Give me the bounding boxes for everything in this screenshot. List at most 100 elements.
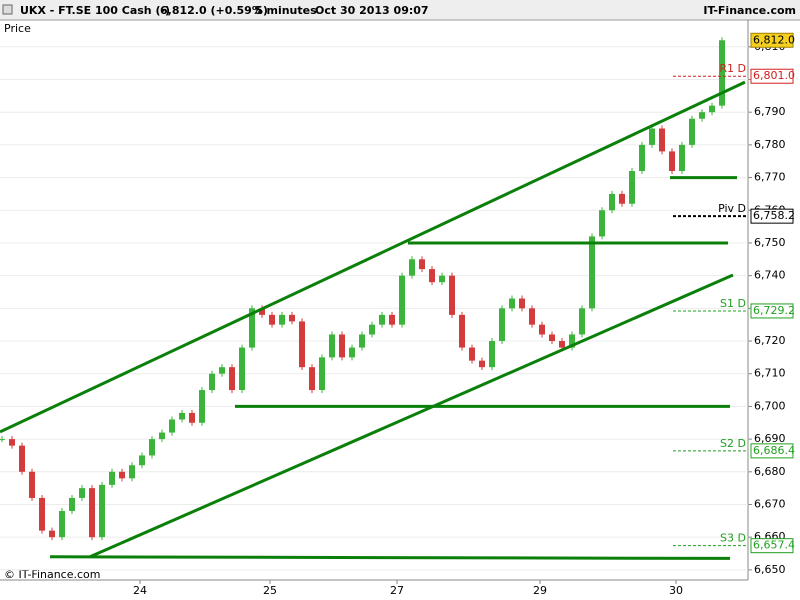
- candle: [199, 390, 205, 423]
- candle: [709, 105, 715, 113]
- candle: [439, 275, 445, 283]
- candle: [209, 373, 215, 391]
- candle: [719, 40, 725, 106]
- candle: [319, 357, 325, 391]
- candle: [529, 308, 535, 325]
- candle: [679, 144, 685, 172]
- candle: [79, 488, 85, 498]
- candle: [249, 308, 255, 348]
- candle: [159, 432, 165, 440]
- copyright: © IT-Finance.com: [4, 568, 101, 581]
- y-tick-label: 6,690: [754, 432, 786, 445]
- candle: [149, 439, 155, 456]
- pivot-name: S1 D: [720, 297, 746, 310]
- candle: [619, 193, 625, 204]
- candle: [69, 497, 75, 512]
- candle: [599, 210, 605, 237]
- pivot-value: 6,758.2: [753, 209, 795, 222]
- candle: [589, 236, 595, 309]
- x-tick-label: 29: [533, 584, 547, 597]
- candle: [329, 334, 335, 358]
- trend-line: [0, 80, 746, 434]
- candle: [339, 334, 345, 358]
- candle: [189, 412, 195, 423]
- trend-line: [89, 273, 734, 559]
- candle: [309, 367, 315, 391]
- last-price-box: [750, 32, 794, 48]
- candle: [19, 445, 25, 472]
- timestamp: Oct 30 2013 09:07: [315, 4, 429, 17]
- pivot-name: S2 D: [720, 437, 746, 450]
- candle: [359, 334, 365, 348]
- pivot-box: [750, 68, 794, 84]
- y-axis-label: Price: [4, 22, 31, 35]
- candle: [179, 412, 185, 420]
- header-icon: [2, 4, 13, 15]
- x-tick-label: 30: [669, 584, 683, 597]
- y-tick-label: 6,740: [754, 269, 786, 282]
- candle: [549, 334, 555, 342]
- instrument-title: UKX - FT.SE 100 Cash (-): [20, 4, 170, 17]
- y-tick-label: 6,700: [754, 399, 786, 412]
- pivot-box: [750, 208, 794, 224]
- candle: [409, 259, 415, 276]
- y-tick-label: 6,770: [754, 171, 786, 184]
- y-tick-label: 6,670: [754, 497, 786, 510]
- x-tick-label: 25: [263, 584, 277, 597]
- candle: [449, 275, 455, 315]
- candle: [299, 321, 305, 368]
- candle: [649, 128, 655, 145]
- candle: [39, 497, 45, 531]
- x-tick-label: 24: [133, 584, 147, 597]
- candle: [239, 347, 245, 391]
- candle: [539, 324, 545, 335]
- brand: IT-Finance.com: [703, 4, 796, 17]
- candle: [489, 341, 495, 368]
- candle: [389, 314, 395, 325]
- candle: [29, 471, 35, 498]
- candle: [659, 128, 665, 152]
- y-tick-label: 6,680: [754, 465, 786, 478]
- pivot-box: [750, 303, 794, 319]
- pivot-value: 6,729.2: [753, 304, 795, 317]
- pivot-value: 6,801.0: [753, 69, 795, 82]
- y-tick-label: 6,790: [754, 105, 786, 118]
- candle: [459, 314, 465, 348]
- candle: [579, 308, 585, 335]
- interval: 5 minutes: [255, 4, 317, 17]
- candle: [379, 314, 385, 325]
- y-tick-label: 6,780: [754, 138, 786, 151]
- candle: [499, 308, 505, 342]
- candle: [699, 112, 705, 119]
- candle: [519, 298, 525, 309]
- candle: [559, 341, 565, 348]
- pivot-name: S3 D: [720, 532, 746, 545]
- pivot-box: [750, 538, 794, 554]
- x-tick-label: 27: [390, 584, 404, 597]
- pivot-box: [750, 443, 794, 459]
- candle: [469, 347, 475, 361]
- pivot-name: Piv D: [718, 202, 746, 215]
- candle: [689, 118, 695, 145]
- candle: [639, 144, 645, 172]
- candle: [0, 439, 5, 441]
- candle: [229, 367, 235, 391]
- candle: [139, 455, 145, 466]
- candle: [669, 151, 675, 172]
- header-bar: [0, 0, 800, 20]
- candle: [419, 259, 425, 270]
- candle: [289, 314, 295, 322]
- candle: [509, 298, 515, 309]
- candle: [269, 314, 275, 325]
- y-tick-label: 6,750: [754, 236, 786, 249]
- candle: [49, 530, 55, 538]
- candle: [89, 488, 95, 538]
- candle: [629, 171, 635, 204]
- candle: [609, 193, 615, 211]
- candle: [429, 269, 435, 283]
- last-price-text: 6,812.0 (+0.59%): [160, 4, 268, 17]
- candle: [109, 471, 115, 485]
- y-tick-label: 6,720: [754, 334, 786, 347]
- candle: [119, 471, 125, 479]
